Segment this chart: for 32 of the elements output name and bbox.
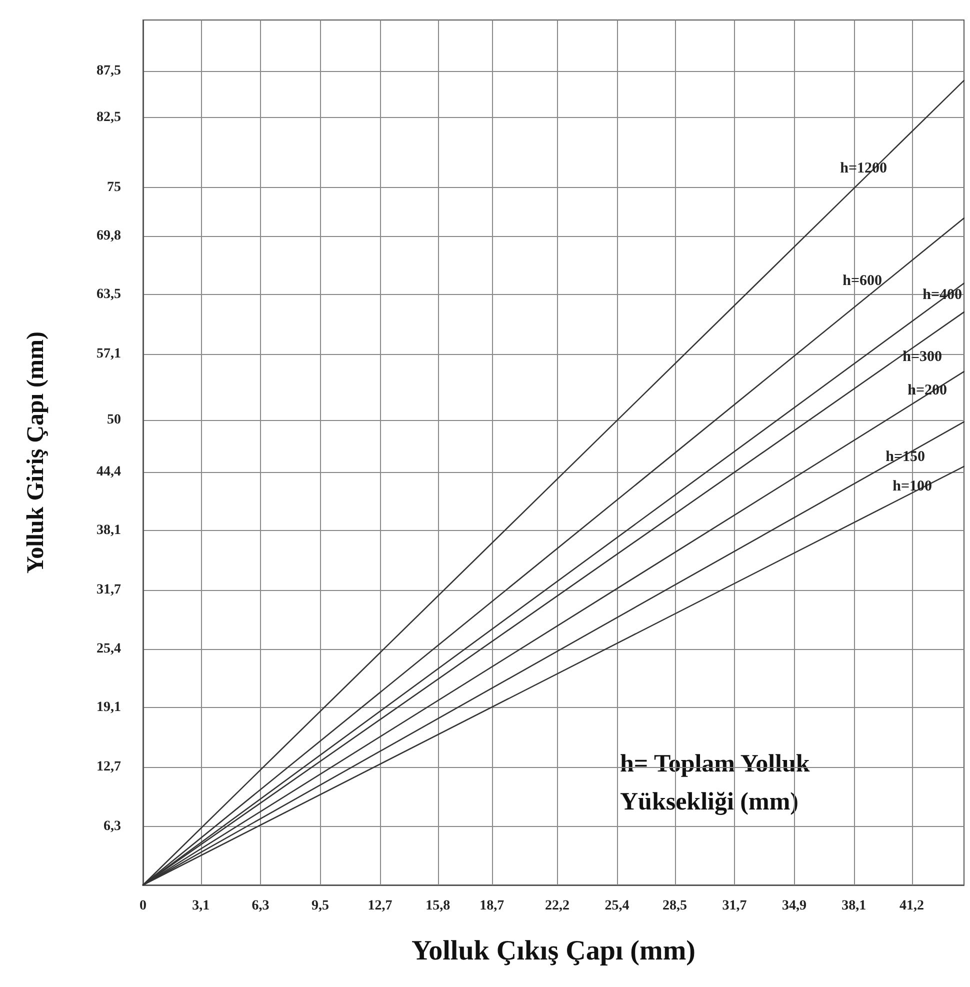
- x-tick-label: 28,5: [662, 898, 688, 914]
- x-tick-label: 18,7: [480, 898, 504, 914]
- x-tick-label: 34,9: [782, 898, 806, 914]
- y-tick-label: 25,4: [96, 641, 121, 656]
- x-tick-label: 3,1: [192, 898, 210, 914]
- y-tick-label: 19,1: [96, 700, 121, 715]
- series-label: h=600: [842, 273, 882, 290]
- x-tick-label: 25,4: [604, 898, 630, 914]
- x-tick-label: 22,2: [544, 898, 570, 914]
- x-tick-label: 41,2: [900, 898, 924, 914]
- x-tick-label: 38,1: [842, 898, 866, 914]
- y-tick-label: 6,3: [104, 818, 121, 834]
- y-tick-label: 75: [107, 180, 121, 195]
- x-tick-label: 12,7: [368, 898, 392, 914]
- y-tick-label: 63,5: [96, 286, 121, 302]
- x-tick-label: 31,7: [722, 898, 747, 914]
- y-tick-label: 57,1: [96, 346, 121, 362]
- y-tick-label: 87,5: [96, 64, 121, 79]
- y-tick-label: 12,7: [96, 759, 121, 774]
- y-tick-label: 44,4: [96, 464, 121, 480]
- x-tick-label: 0: [140, 898, 146, 914]
- series-label: h=300: [902, 349, 942, 366]
- x-tick-label: 15,8: [426, 898, 450, 914]
- x-axis-title: Yolluk Çıkış Çapı (mm): [412, 936, 696, 966]
- y-tick-label: 50: [107, 412, 121, 428]
- y-tick-label: 38,1: [96, 523, 121, 538]
- x-tick-label: 9,5: [312, 898, 330, 914]
- y-tick-label: 69,8: [96, 228, 121, 244]
- x-tick-label: 6,3: [252, 898, 270, 914]
- y-tick-label: 82,5: [96, 110, 121, 126]
- y-tick-label: 31,7: [96, 582, 121, 598]
- y-axis-title: Yolluk Giriş Çapı (mm): [23, 331, 49, 574]
